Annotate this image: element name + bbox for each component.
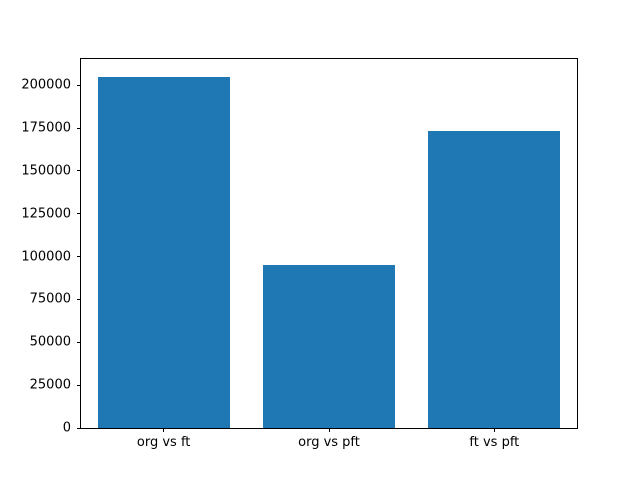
x-axis-tick-mark — [163, 428, 165, 432]
y-axis-tick-label: 175000 — [21, 120, 71, 136]
y-axis-tick-mark — [77, 298, 81, 300]
y-axis-tick-mark — [77, 427, 81, 429]
y-axis-tick-label: 0 — [62, 420, 71, 436]
y-axis-tick-mark — [77, 213, 81, 215]
plot-area: 0 25000 50000 75000 100000 125000 150000 175000… — [21, 58, 578, 449]
y-axis-tick-label: 50000 — [29, 334, 71, 350]
y-axis-tick-label: 25000 — [29, 377, 71, 393]
y-axis-tick-mark — [77, 256, 81, 258]
y-axis-tick-mark — [77, 341, 81, 343]
bar-org-vs-pft — [262, 265, 396, 428]
y-axis-tick-label: 100000 — [21, 249, 71, 265]
y-axis-tick-mark — [77, 84, 81, 86]
x-axis-tick-label: org vs pft — [298, 435, 360, 450]
y-axis-tick-mark — [77, 384, 81, 386]
y-axis-tick-label: 150000 — [21, 163, 71, 179]
x-axis-tick-label: org vs ft — [136, 435, 191, 450]
y-axis-tick-mark — [77, 170, 81, 172]
bar-ft-vs-pft — [428, 131, 561, 428]
x-axis-tick-mark — [328, 428, 330, 432]
y-axis-tick-mark — [77, 127, 81, 129]
y-axis-tick-label: 200000 — [21, 77, 71, 93]
y-axis-tick-label: 125000 — [21, 206, 71, 222]
x-axis-tick-mark — [493, 428, 495, 432]
y-axis-tick-label: 75000 — [29, 291, 71, 307]
x-axis-tick-label: ft vs pft — [469, 435, 520, 450]
bar-org-vs-ft — [97, 76, 230, 428]
